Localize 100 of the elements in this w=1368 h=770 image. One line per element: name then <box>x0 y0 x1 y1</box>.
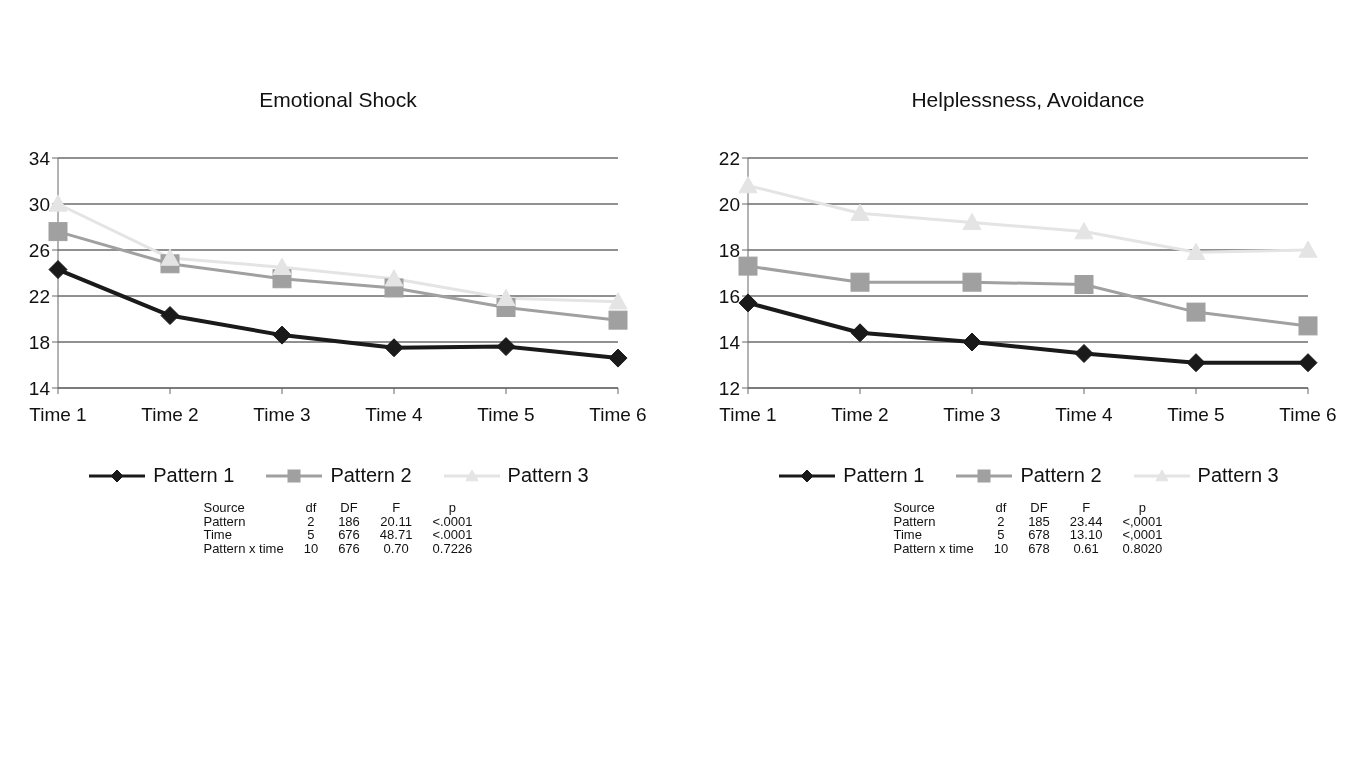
y-tick-label: 22 <box>718 147 740 169</box>
text: p <box>1137 500 1148 515</box>
text: df <box>304 500 318 515</box>
point <box>850 272 870 292</box>
text: DF <box>1029 500 1049 515</box>
text: F <box>391 500 402 515</box>
text: Time <box>202 527 233 543</box>
text: Pattern x time <box>892 540 975 556</box>
point <box>1186 353 1206 373</box>
x-tick-label: Time 1 <box>719 404 777 426</box>
point <box>962 332 982 352</box>
text: 676 <box>337 527 361 543</box>
y-tick-label: 16 <box>718 285 740 307</box>
text: Source <box>202 500 246 515</box>
legend-label: Pattern 1 <box>153 464 235 487</box>
text: Time <box>892 527 923 543</box>
point <box>738 256 758 276</box>
point <box>384 269 404 287</box>
y-tick-label: 12 <box>718 377 740 399</box>
y-tick-label: 18 <box>718 239 740 261</box>
x-tick-label: Time 4 <box>365 404 424 426</box>
legend-label: Pattern 1 <box>843 464 925 487</box>
point <box>608 348 628 368</box>
text: 5 <box>306 527 316 543</box>
text: 2 <box>306 513 316 529</box>
text: <.0001 <box>431 527 474 543</box>
text: F <box>1081 500 1092 515</box>
point <box>608 292 628 310</box>
text: 0.70 <box>382 540 410 556</box>
y-tick-label: 20 <box>718 193 740 215</box>
text: 678 <box>1027 540 1051 556</box>
point <box>962 272 982 292</box>
point <box>1186 242 1206 260</box>
point <box>1074 344 1094 363</box>
text: p <box>447 500 458 515</box>
point <box>608 310 628 330</box>
text: 185 <box>1027 513 1051 529</box>
text: 13.10 <box>1068 527 1104 543</box>
text: 186 <box>337 513 361 529</box>
text: 5 <box>996 527 1006 543</box>
text: Pattern <box>202 513 247 529</box>
point <box>48 194 68 212</box>
point <box>1186 302 1206 322</box>
point <box>738 176 758 194</box>
text: 48.71 <box>378 527 414 543</box>
x-tick-label: Time 6 <box>589 404 647 426</box>
text: 10 <box>992 540 1010 556</box>
y-tick-label: 14 <box>718 331 741 353</box>
text: DF <box>339 500 359 515</box>
text: df <box>994 500 1008 515</box>
point <box>160 248 180 266</box>
x-tick-label: Time 4 <box>1055 404 1114 426</box>
point <box>962 212 982 231</box>
legend-label: Pattern 3 <box>1197 464 1279 487</box>
x-tick-label: Time 5 <box>477 404 535 426</box>
text: 2 <box>996 513 1006 529</box>
y-tick-label: 30 <box>28 193 50 215</box>
y-tick-label: 22 <box>28 285 50 307</box>
text: 10 <box>302 540 320 556</box>
x-tick-label: Time 2 <box>141 404 199 426</box>
y-tick-label: 34 <box>28 147 51 169</box>
x-tick-label: Time 3 <box>943 404 1001 426</box>
y-tick-label: 26 <box>28 239 50 261</box>
y-tick-label: 18 <box>28 331 50 353</box>
point <box>384 338 404 358</box>
text: 20.11 <box>379 513 413 529</box>
point <box>850 323 870 343</box>
legend-label: Pattern 2 <box>330 464 412 487</box>
point <box>496 337 516 357</box>
point <box>160 306 180 326</box>
point <box>738 293 758 313</box>
point <box>850 203 870 221</box>
chart-title: Emotional Shock <box>258 87 418 113</box>
text: Pattern <box>892 513 937 529</box>
point <box>1074 275 1094 294</box>
legend-label: Pattern 2 <box>1020 464 1102 487</box>
text: 0.8020 <box>1121 540 1164 556</box>
point <box>48 222 68 242</box>
point <box>48 260 68 280</box>
text: Pattern x time <box>202 540 285 556</box>
point <box>272 257 292 275</box>
point <box>1298 353 1318 373</box>
point <box>496 288 516 306</box>
legend-label: Pattern 3 <box>507 464 589 487</box>
text: <,0001 <box>1121 527 1164 543</box>
x-tick-label: Time 6 <box>1279 404 1337 426</box>
x-tick-label: Time 3 <box>253 404 311 426</box>
y-tick-label: 14 <box>28 377 51 399</box>
chart-title: Helplessness, Avoidance <box>910 87 1146 113</box>
point <box>272 325 292 345</box>
text: 23.44 <box>1068 513 1104 529</box>
point <box>1298 240 1318 258</box>
text: Source <box>892 500 936 515</box>
text: 0.7226 <box>431 540 474 556</box>
text: 676 <box>337 540 361 556</box>
x-tick-label: Time 2 <box>831 404 889 426</box>
text: 678 <box>1027 527 1051 543</box>
x-tick-label: Time 5 <box>1167 404 1225 426</box>
x-tick-label: Time 1 <box>29 404 87 426</box>
point <box>1074 222 1094 240</box>
